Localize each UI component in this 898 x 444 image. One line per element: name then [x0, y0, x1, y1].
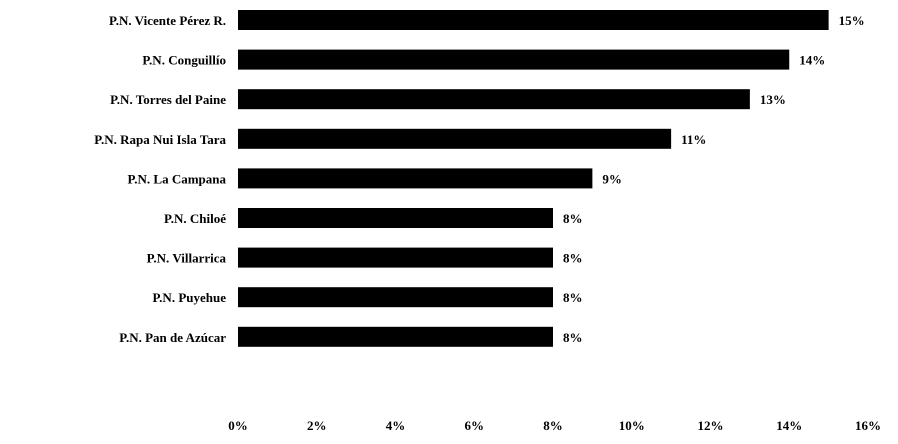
data-label: 8% [563, 330, 583, 345]
x-tick-label: 10% [619, 418, 645, 433]
x-tick-label: 16% [855, 418, 881, 433]
x-axis-tick-labels: 0% 2% 4% 6% 8% 10% 12% 14% 16% [228, 418, 881, 433]
x-tick-label: 8% [543, 418, 563, 433]
bar [238, 326, 553, 347]
data-label: 13% [760, 92, 786, 107]
category-labels: P.N. Vicente Pérez R. P.N. Conguillío P.N.… [94, 13, 226, 345]
bars [238, 10, 829, 347]
data-label: 8% [563, 211, 583, 226]
bar [238, 128, 672, 149]
data-label: 11% [681, 132, 706, 147]
data-label: 15% [839, 13, 865, 28]
x-tick-label: 4% [386, 418, 406, 433]
data-label: 14% [799, 53, 825, 68]
bar [238, 168, 593, 189]
category-label: P.N. Pan de Azúcar [119, 330, 226, 345]
category-label: P.N. Vicente Pérez R. [109, 13, 226, 28]
category-label: P.N. Villarrica [147, 251, 227, 266]
bar [238, 10, 829, 30]
data-label: 9% [602, 171, 622, 186]
x-tick-label: 12% [698, 418, 724, 433]
bar [238, 49, 790, 70]
category-label: P.N. Chiloé [164, 211, 226, 226]
x-tick-label: 6% [465, 418, 485, 433]
category-label: P.N. Rapa Nui Isla Tara [94, 132, 226, 147]
x-tick-label: 0% [228, 418, 248, 433]
data-label: 8% [563, 251, 583, 266]
category-label: P.N. Conguillío [142, 53, 226, 68]
data-label: 8% [563, 290, 583, 305]
x-tick-label: 2% [307, 418, 327, 433]
bar [238, 208, 553, 228]
category-label: P.N. La Campana [128, 171, 227, 186]
bar [238, 287, 553, 308]
category-label: P.N. Torres del Paine [110, 92, 226, 107]
bar [238, 89, 750, 110]
value-labels: 15% 14% 13% 11% 9% 8% 8% 8% 8% [563, 13, 865, 345]
category-label: P.N. Puyehue [152, 290, 226, 305]
x-tick-label: 14% [776, 418, 802, 433]
bar [238, 247, 553, 268]
